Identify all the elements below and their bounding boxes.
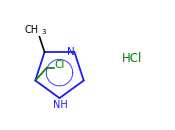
Text: HCl: HCl bbox=[122, 52, 142, 65]
Text: 3: 3 bbox=[41, 29, 46, 35]
Text: Cl: Cl bbox=[54, 60, 64, 70]
Text: CH: CH bbox=[25, 25, 39, 35]
Text: N: N bbox=[66, 47, 74, 57]
Text: NH: NH bbox=[53, 100, 68, 110]
